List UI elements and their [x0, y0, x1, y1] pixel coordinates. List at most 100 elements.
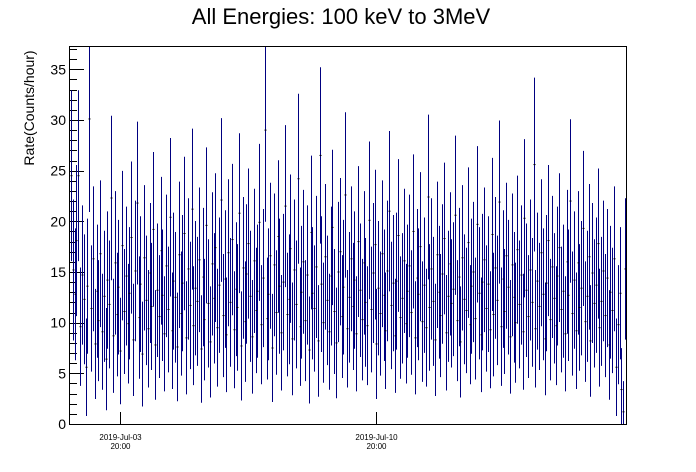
data-point: [174, 231, 177, 363]
data-point: [551, 195, 554, 338]
data-point: [606, 209, 609, 348]
data-point: [335, 287, 338, 399]
data-series: [70, 47, 627, 424]
data-point: [459, 286, 462, 398]
data-point: [357, 166, 360, 317]
data-point: [207, 239, 210, 368]
data-point: [377, 221, 380, 356]
data-point: [110, 115, 113, 281]
data-point: [476, 146, 479, 303]
data-point: [406, 224, 409, 358]
data-point: [154, 290, 157, 400]
data-point: [72, 199, 75, 341]
data-point: [85, 318, 88, 417]
data-point: [297, 93, 300, 264]
data-point: [443, 162, 446, 315]
data-point: [108, 240, 111, 369]
data-point: [342, 219, 345, 355]
data-point: [324, 183, 327, 330]
data-point: [132, 283, 135, 396]
data-point: [379, 251, 382, 376]
data-point: [397, 159, 400, 312]
data-point: [511, 193, 514, 337]
data-point: [461, 185, 464, 331]
data-point: [439, 253, 442, 378]
data-point: [240, 291, 243, 401]
data-point: [295, 240, 298, 369]
data-point: [595, 217, 598, 353]
data-point: [300, 225, 303, 359]
data-point: [403, 188, 406, 333]
x-tick-date-label: 2019-Jul-10: [355, 433, 398, 442]
data-point: [536, 212, 539, 350]
data-point: [203, 258, 206, 381]
data-point: [117, 219, 120, 355]
data-point: [123, 249, 126, 374]
data-point: [531, 238, 534, 367]
data-point: [483, 187, 486, 333]
data-point: [181, 215, 184, 352]
data-point: [194, 221, 197, 356]
data-point: [456, 260, 459, 382]
data-point: [94, 288, 97, 400]
chart-title: All Energies: 100 keV to 3MeV: [192, 4, 491, 29]
data-point: [507, 219, 510, 355]
data-point: [222, 253, 225, 378]
data-point: [573, 211, 576, 349]
data-point: [315, 195, 318, 338]
y-tick-label: 0: [58, 416, 66, 432]
data-point: [390, 241, 393, 370]
y-axis-label: Rate(Counts/hour): [21, 50, 37, 165]
data-point: [597, 168, 600, 319]
data-point: [494, 197, 497, 339]
data-point: [172, 212, 175, 350]
data-point: [86, 218, 89, 354]
data-point: [445, 275, 448, 391]
data-point: [191, 128, 194, 290]
data-point: [615, 318, 618, 417]
data-point: [412, 154, 415, 309]
data-point: [584, 261, 587, 382]
data-point: [167, 246, 170, 373]
data-point: [291, 282, 294, 396]
data-point: [395, 212, 398, 350]
data-point: [514, 262, 517, 383]
data-point: [430, 198, 433, 340]
x-tick-time-label: 20:00: [110, 442, 131, 451]
data-point: [425, 268, 428, 387]
data-point: [520, 205, 523, 345]
data-point: [353, 211, 356, 349]
data-point: [478, 227, 481, 360]
data-point: [236, 244, 239, 371]
data-point: [622, 381, 625, 424]
data-point: [436, 181, 439, 328]
data-point: [311, 227, 314, 360]
data-point: [105, 308, 108, 411]
data-point: [209, 286, 212, 398]
data-point: [145, 235, 148, 366]
data-point: [97, 260, 100, 382]
data-point: [549, 258, 552, 381]
data-point: [150, 242, 153, 370]
data-point: [147, 270, 150, 388]
data-point: [522, 273, 525, 390]
data-point: [176, 292, 179, 402]
data-point: [178, 181, 181, 328]
data-point: [527, 255, 530, 378]
data-point: [337, 201, 340, 343]
data-point: [247, 168, 250, 319]
data-point: [569, 119, 572, 283]
data-point: [454, 135, 457, 295]
y-tick-label: 30: [50, 112, 66, 128]
y-tick-label: 20: [50, 213, 66, 229]
data-point: [169, 137, 172, 297]
data-point: [560, 246, 563, 373]
data-point: [269, 182, 272, 329]
data-point: [319, 67, 322, 244]
data-point: [280, 275, 283, 391]
data-point: [485, 245, 488, 372]
data-point: [112, 278, 115, 393]
data-point: [302, 189, 305, 334]
data-point: [216, 268, 219, 387]
